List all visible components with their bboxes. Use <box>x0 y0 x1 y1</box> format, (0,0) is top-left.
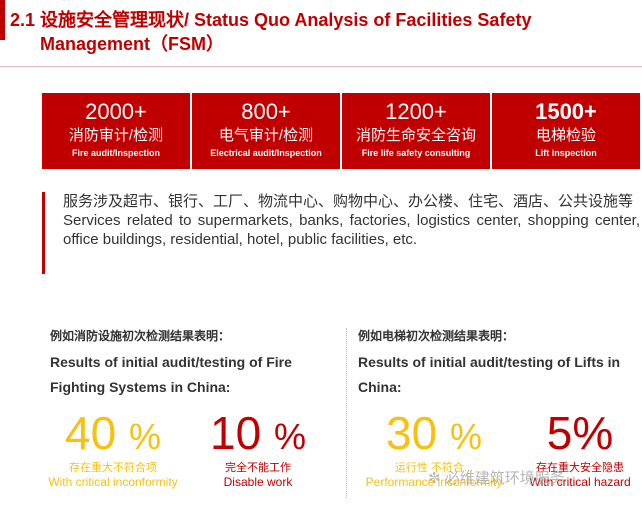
stat-number: 1500+ <box>535 99 597 124</box>
stat-caption-cn: 存在重大安全隐患 <box>536 462 624 474</box>
stat-fire-life-safety: 1200+ 消防生命安全咨询 Fire life safety consulti… <box>342 93 492 169</box>
title-accent-bar <box>0 0 5 40</box>
watermark-text: 必维建筑环境服务 <box>444 470 565 487</box>
stat-caption-cn: 完全不能工作 <box>225 462 291 474</box>
fire-disabled-stat: 10 % 完全不能工作 Disable work <box>196 408 320 489</box>
fire-results-panel: 例如消防设施初次检测结果表明： Results of initial audit… <box>50 328 340 400</box>
page-title-line1: 2.1 设施安全管理现状/ Status Quo Analysis of Fac… <box>10 10 532 30</box>
panel-heading-cn: 例如电梯初次检测结果表明： <box>358 329 515 343</box>
lift-performance-stat: 30 % 运行性 不符合... Performance inconformity <box>354 408 514 489</box>
stat-caption-cn: 运行性 不符合... <box>394 462 474 474</box>
stats-bar: 2000+ 消防审计/检测 Fire audit/Inspection 800+… <box>42 93 640 169</box>
stat-number: 2000+ <box>85 99 147 124</box>
stat-number: 800+ <box>241 99 291 124</box>
stat-caption-en: With critical inconformity <box>48 475 178 489</box>
big-percentage: 10 % <box>210 407 306 459</box>
stat-label-en: Lift inspection <box>535 148 597 158</box>
panel-heading-cn: 例如消防设施初次检测结果表明： <box>50 329 231 343</box>
services-text-cn: 服务涉及超市、银行、工厂、物流中心、购物中心、办公楼、住宅、酒店、公共设施等 <box>63 193 634 210</box>
stat-label-en: Electrical audit/Inspection <box>210 148 322 158</box>
stat-label-cn: 电梯检验 <box>535 127 596 144</box>
stat-caption-en: Performance inconformity <box>365 475 503 489</box>
services-text-en: Services related to supermarkets, banks,… <box>63 212 640 248</box>
stat-label-cn: 消防审计/检测 <box>68 127 164 144</box>
fire-critical-stat: 40 % 存在重大不符合项 With critical inconformity <box>38 408 188 489</box>
wechat-icon: ✼ <box>428 470 441 487</box>
stat-label-en: Fire audit/Inspection <box>71 148 160 158</box>
stat-label-en: Fire life safety consulting <box>361 148 471 158</box>
big-percentage: 40 % <box>65 407 161 459</box>
watermark: ✼ 必维建筑环境服务 <box>428 467 565 488</box>
stat-lift-inspection: 1500+ 电梯检验 Lift inspection <box>492 93 640 169</box>
panel-heading-en: Results of initial audit/testing of Fire… <box>50 354 292 395</box>
big-percentage: 5% <box>546 407 614 459</box>
title-divider <box>0 66 642 67</box>
page-title-line2: Management（FSM） <box>40 34 225 54</box>
stat-label-cn: 电气审计/检测 <box>218 127 314 144</box>
stat-caption-cn: 存在重大不符合项 <box>69 462 157 474</box>
services-description: 服务涉及超市、银行、工厂、物流中心、购物中心、办公楼、住宅、酒店、公共设施等 S… <box>42 192 640 274</box>
stat-label-cn: 消防生命安全咨询 <box>355 127 476 144</box>
big-percentage: 30 % <box>386 407 482 459</box>
lift-hazard-stat: 5% 存在重大安全隐患 With critical hazard <box>520 408 640 489</box>
stat-caption-en: Disable work <box>223 475 293 489</box>
panel-heading-en: Results of initial audit/testing of Lift… <box>358 354 621 395</box>
lift-results-panel: 例如电梯初次检测结果表明： Results of initial audit/t… <box>346 328 640 498</box>
stat-number: 1200+ <box>385 99 447 124</box>
stat-electrical-audit: 800+ 电气审计/检测 Electrical audit/Inspection <box>192 93 342 169</box>
stat-fire-audit: 2000+ 消防审计/检测 Fire audit/Inspection <box>42 93 192 169</box>
stat-caption-en: With critical hazard <box>529 475 631 489</box>
page-title: 2.1 设施安全管理现状/ Status Quo Analysis of Fac… <box>10 8 640 56</box>
